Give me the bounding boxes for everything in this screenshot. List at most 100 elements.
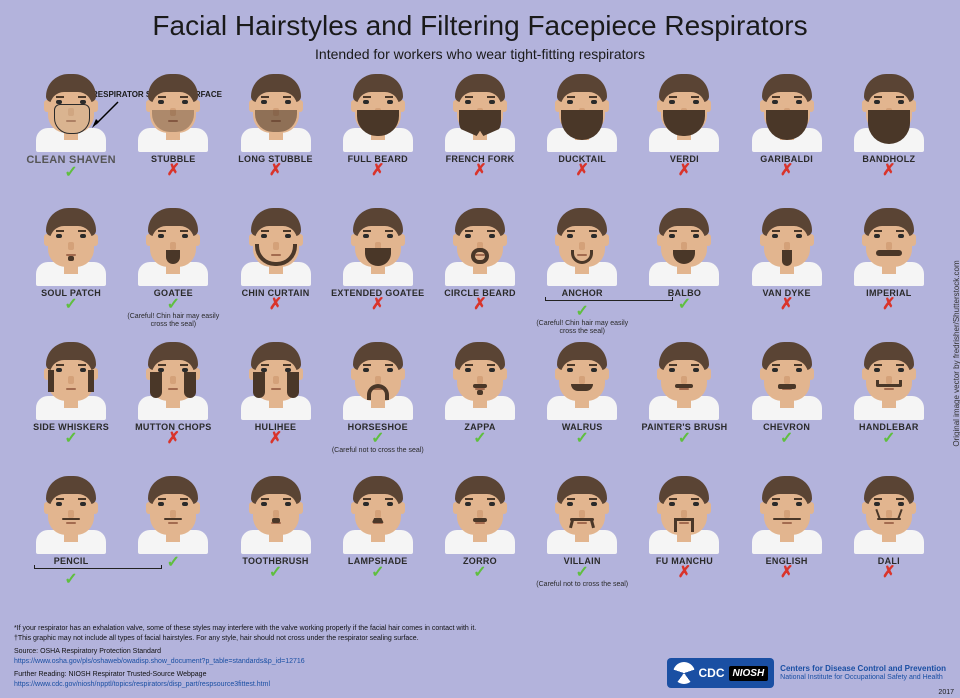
check-icon: ✓ (327, 566, 429, 580)
style-cell: ENGLISH✗ (736, 474, 838, 602)
disclaimer-1: *If your respirator has an exhalation va… (14, 624, 946, 634)
cross-icon: ✗ (633, 566, 735, 580)
face-illustration (36, 340, 106, 420)
face-illustration (649, 72, 719, 152)
cross-icon: ✗ (122, 164, 224, 178)
style-cell: BALBO✓ (633, 206, 735, 334)
hhs-swirl-icon (673, 662, 695, 684)
face-illustration (649, 474, 719, 554)
check-icon: ✓ (633, 432, 735, 446)
style-cell: ZAPPA✓ (429, 340, 531, 468)
face-illustration (854, 72, 924, 152)
face-illustration (547, 72, 617, 152)
check-icon: ✓ (122, 556, 224, 570)
style-cell: VAN DYKE✗ (736, 206, 838, 334)
style-cell: STUBBLE✗ (122, 72, 224, 200)
image-credit: Original image vector by fredrisher/Shut… (952, 260, 960, 446)
check-icon: ✓ (429, 566, 531, 580)
check-icon: ✓ (531, 566, 633, 580)
cdc-logo-block: CDC NIOSH Centers for Disease Control an… (667, 658, 947, 688)
further-reading-link[interactable]: https://www.cdc.gov/niosh/npptl/topics/r… (14, 681, 270, 688)
check-icon: ✓ (838, 432, 940, 446)
face-illustration (36, 72, 106, 152)
face-illustration (241, 206, 311, 286)
face-illustration (343, 340, 413, 420)
style-note: (Careful! Chin hair may easily cross the… (122, 313, 224, 329)
source-link[interactable]: https://www.osha.gov/pls/oshaweb/owadisp… (14, 658, 305, 665)
cross-icon: ✗ (838, 164, 940, 178)
face-illustration (36, 206, 106, 286)
style-cell: EXTENDED GOATEE✗ (327, 206, 429, 334)
cross-icon: ✗ (429, 164, 531, 178)
cross-icon: ✗ (224, 298, 326, 312)
face-illustration (752, 474, 822, 554)
style-cell: ANCHOR ✓(Careful! Chin hair may easily cr… (531, 206, 633, 334)
face-illustration (343, 72, 413, 152)
cross-icon: ✗ (327, 298, 429, 312)
style-label: ANCHOR (531, 288, 633, 298)
check-icon: ✓ (20, 166, 122, 180)
check-icon: ✓ (20, 573, 122, 587)
style-cell: MUTTON CHOPS✗ (122, 340, 224, 468)
check-icon: ✓ (122, 298, 224, 312)
cross-icon: ✗ (122, 432, 224, 446)
face-illustration (241, 72, 311, 152)
check-icon: ✓ (327, 432, 429, 446)
style-cell: VILLAIN✓(Careful not to cross the seal) (531, 474, 633, 602)
face-illustration (138, 340, 208, 420)
face-illustration (138, 72, 208, 152)
face-illustration (241, 474, 311, 554)
style-cell: WALRUS✓ (531, 340, 633, 468)
face-illustration (343, 206, 413, 286)
face-illustration (649, 340, 719, 420)
cdc-badge: CDC NIOSH (667, 658, 775, 688)
style-note: (Careful not to cross the seal) (531, 581, 633, 589)
style-cell: FULL BEARD✗ (327, 72, 429, 200)
face-illustration (343, 474, 413, 554)
style-note: (Careful! Chin hair may easily cross the… (531, 320, 633, 336)
style-cell: SOUL PATCH✓ (20, 206, 122, 334)
cross-icon: ✗ (838, 566, 940, 580)
style-cell: VERDI✗ (633, 72, 735, 200)
style-cell: TOOTHBRUSH✓ (224, 474, 326, 602)
year: 2017 (938, 689, 954, 696)
cdc-full-text: Centers for Disease Control and Preventi… (780, 664, 946, 673)
face-illustration (752, 72, 822, 152)
face-illustration (547, 474, 617, 554)
style-cell: BANDHOLZ✗ (838, 72, 940, 200)
check-icon: ✓ (224, 566, 326, 580)
check-icon: ✓ (633, 298, 735, 312)
cross-icon: ✗ (224, 164, 326, 178)
cdc-fullname: Centers for Disease Control and Preventi… (780, 664, 946, 682)
cross-icon: ✗ (633, 164, 735, 178)
style-cell: CIRCLE BEARD✗ (429, 206, 531, 334)
style-label: PENCIL (20, 556, 122, 566)
face-illustration (241, 340, 311, 420)
face-illustration (649, 206, 719, 286)
check-icon: ✓ (20, 298, 122, 312)
style-cell: FU MANCHU✗ (633, 474, 735, 602)
page-title: Facial Hairstyles and Filtering Facepiec… (0, 0, 960, 42)
page-subtitle: Intended for workers who wear tight-fitt… (0, 46, 960, 62)
check-icon: ✓ (531, 305, 633, 319)
style-cell: HORSESHOE✓(Careful not to cross the seal… (327, 340, 429, 468)
style-cell: CHIN CURTAIN✗ (224, 206, 326, 334)
style-cell: PAINTER'S BRUSH✓ (633, 340, 735, 468)
style-cell: HULIHEE✗ (224, 340, 326, 468)
cross-icon: ✗ (838, 298, 940, 312)
style-cell: LAMPSHADE✓ (327, 474, 429, 602)
check-icon: ✓ (429, 432, 531, 446)
cross-icon: ✗ (736, 298, 838, 312)
style-cell: LONG STUBBLE✗ (224, 72, 326, 200)
face-illustration (138, 474, 208, 554)
style-cell: GARIBALDI✗ (736, 72, 838, 200)
face-illustration (445, 206, 515, 286)
face-illustration (138, 206, 208, 286)
cdc-acronym: CDC (699, 666, 725, 680)
styles-grid: CLEAN SHAVEN✓STUBBLE✗LONG STUBBLE✗FULL B… (20, 72, 940, 602)
style-cell: SIDE WHISKERS✓ (20, 340, 122, 468)
style-cell: ✓ (122, 474, 224, 602)
style-cell: CHEVRON✓ (736, 340, 838, 468)
check-icon: ✓ (736, 432, 838, 446)
face-illustration (547, 206, 617, 286)
